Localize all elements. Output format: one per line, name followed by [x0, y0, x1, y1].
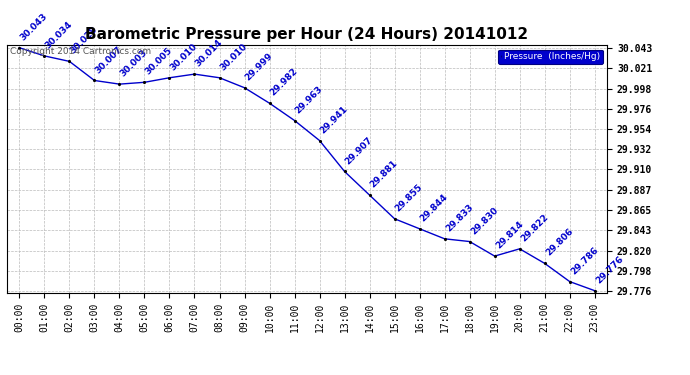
Text: 29.941: 29.941 [319, 104, 350, 135]
Text: 29.907: 29.907 [344, 135, 375, 166]
Text: 29.881: 29.881 [368, 159, 400, 190]
Text: 30.028: 30.028 [68, 25, 99, 56]
Text: 30.034: 30.034 [43, 20, 75, 50]
Text: 29.776: 29.776 [594, 254, 625, 285]
Text: 29.999: 29.999 [244, 51, 275, 82]
Text: 29.963: 29.963 [294, 84, 325, 115]
Text: 29.786: 29.786 [569, 245, 600, 276]
Text: 29.806: 29.806 [544, 227, 575, 258]
Text: 29.855: 29.855 [394, 182, 425, 213]
Text: Copyright 2014 Cartronics.com: Copyright 2014 Cartronics.com [10, 48, 151, 57]
Text: 30.007: 30.007 [94, 44, 124, 75]
Text: 30.010: 30.010 [219, 42, 249, 72]
Text: 30.005: 30.005 [144, 46, 175, 77]
Legend: Pressure  (Inches/Hg): Pressure (Inches/Hg) [498, 50, 602, 64]
Text: 30.010: 30.010 [168, 42, 199, 72]
Text: 29.814: 29.814 [494, 219, 525, 251]
Text: 30.003: 30.003 [119, 48, 149, 79]
Text: 30.014: 30.014 [194, 38, 224, 69]
Text: 29.844: 29.844 [419, 192, 450, 223]
Text: 29.822: 29.822 [519, 212, 550, 243]
Text: 29.982: 29.982 [268, 67, 299, 98]
Text: 29.833: 29.833 [444, 202, 475, 233]
Title: Barometric Pressure per Hour (24 Hours) 20141012: Barometric Pressure per Hour (24 Hours) … [86, 27, 529, 42]
Text: 29.830: 29.830 [469, 205, 500, 236]
Text: 30.043: 30.043 [19, 11, 50, 42]
